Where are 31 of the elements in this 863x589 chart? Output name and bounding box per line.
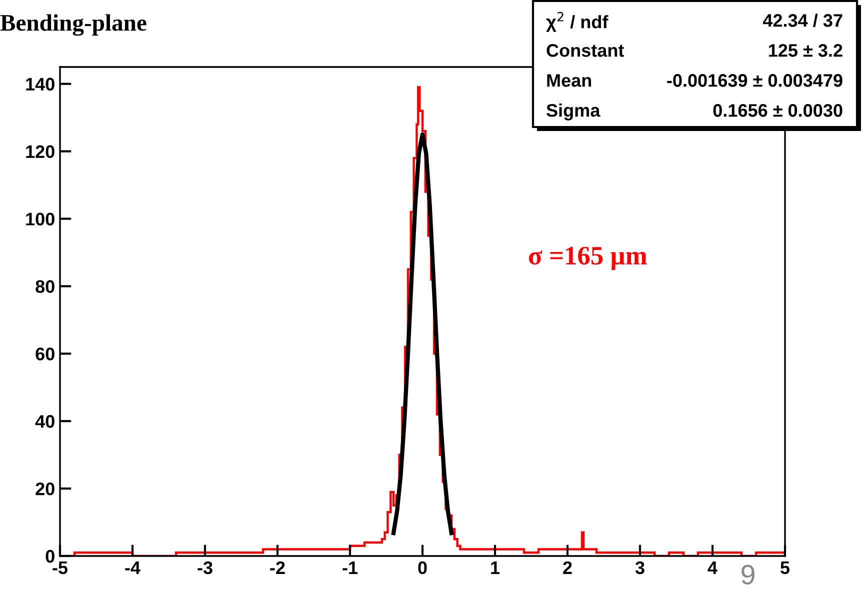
y-tick-label: 80: [36, 280, 54, 293]
text: χ$^{2}$ / ndf: [546, 12, 608, 32]
x-tick-label: -5: [52, 562, 68, 574]
x-tick-label: 1: [491, 562, 500, 574]
y-tick-label: 100: [26, 212, 54, 226]
annotation: 0.1656 ± 0.0030: [713, 104, 842, 117]
text: 125 ± 3.2: [768, 44, 842, 57]
annotation: Sigma: [546, 104, 600, 120]
text: 9: [742, 564, 754, 584]
x-tick-label: 5: [780, 562, 790, 574]
y-tick-label: 0: [46, 550, 54, 563]
x-tick-label: 2: [563, 561, 572, 574]
text: Constant: [546, 44, 624, 57]
y-tick-label: 140: [26, 78, 54, 91]
annotation: Mean: [547, 74, 592, 87]
x-tick-label: -3: [198, 561, 212, 574]
x-tick-label: 4: [708, 562, 718, 574]
text: 42.34 / 37: [762, 14, 842, 28]
annotation: σ =165 µm: [529, 246, 647, 270]
x-tick-label: 3: [635, 561, 644, 574]
x-tick-label: -1: [342, 562, 358, 574]
annotation: -0.001639 ± 0.003479: [667, 74, 842, 87]
chart-title: Bending-plane: [0, 14, 146, 36]
y-tick-label: 60: [36, 348, 54, 360]
x-tick-label: -4: [125, 562, 140, 574]
line-series: [391, 132, 454, 536]
y-tick-label: 120: [26, 145, 54, 158]
y-tick-label: 20: [36, 482, 54, 496]
x-tick-label: 0: [418, 561, 427, 574]
y-tick-label: 40: [35, 415, 54, 428]
x-tick-label: -2: [270, 561, 285, 574]
